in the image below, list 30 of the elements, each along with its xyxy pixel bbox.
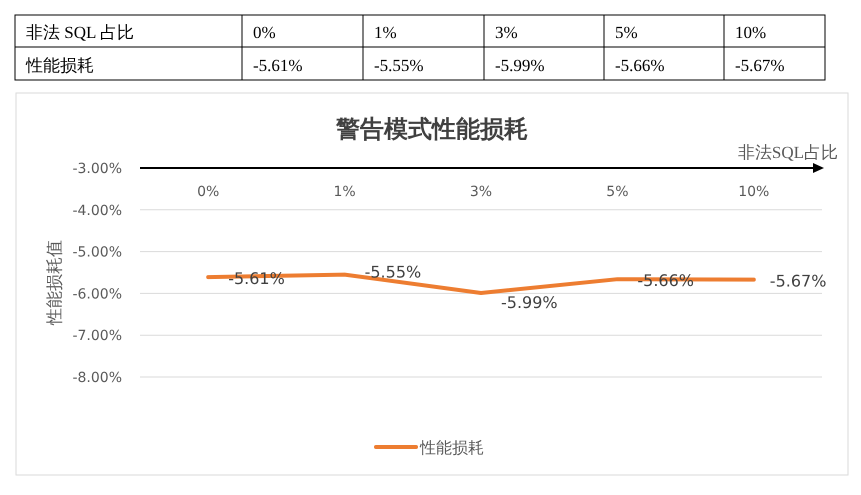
x-axis-title: 非法SQL占比: [738, 143, 838, 162]
category-label: 10%: [735, 23, 766, 42]
data-label: -5.55%: [364, 262, 422, 282]
y-axis-title: 性能损耗值: [45, 240, 64, 326]
table-header: 非法 SQL 占比: [26, 23, 134, 42]
category-label: 1%: [374, 23, 397, 42]
text: -5.55%: [374, 56, 424, 75]
x-tick-label: 5%: [606, 184, 629, 200]
data-label: -5.67%: [770, 272, 826, 291]
y-tick-label: -8.00%: [72, 370, 122, 386]
category-label: 3%: [495, 23, 518, 42]
x-tick-label: 0%: [197, 184, 220, 200]
text: -5.61%: [253, 56, 303, 75]
text: 性能损耗: [25, 56, 94, 75]
y-tick-label: -4.00%: [72, 202, 122, 219]
text: -5.66%: [615, 56, 665, 75]
x-tick-label: 1%: [333, 184, 356, 200]
y-tick-label: -7.00%: [72, 328, 122, 344]
text: -5.67%: [735, 56, 785, 75]
chart-title: 警告模式性能损耗: [335, 116, 528, 143]
category-label: 0%: [253, 23, 276, 42]
y-tick-label: -5.00%: [72, 244, 122, 261]
category-label: 5%: [615, 23, 638, 42]
y-tick-label: -6.00%: [72, 286, 122, 302]
y-tick-label: -3.00%: [72, 161, 122, 177]
data-label: -5.99%: [501, 292, 558, 312]
text: -5.99%: [495, 56, 545, 75]
x-tick-label: 10%: [738, 184, 770, 200]
x-tick-label: 3%: [470, 184, 492, 200]
legend-label: 性能损耗: [419, 439, 484, 457]
